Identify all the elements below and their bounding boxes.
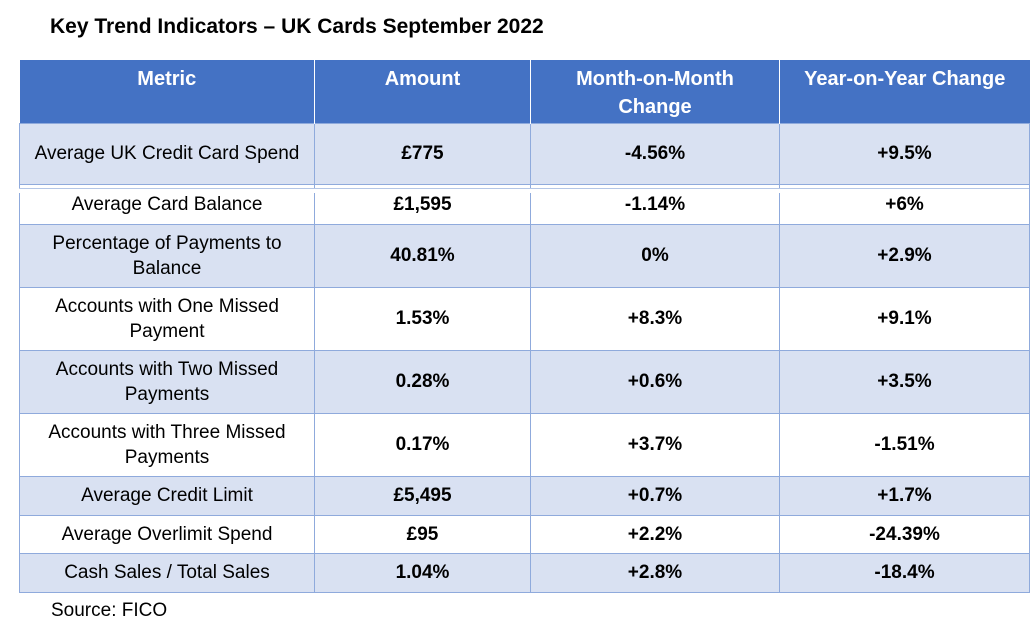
table-row: Accounts with Three Missed Payments 0.17… — [19, 412, 1030, 477]
mom-change-cell: +0.7% — [530, 475, 780, 516]
table-row: Accounts with One Missed Payment 1.53% +… — [19, 286, 1030, 351]
table-row: Cash Sales / Total Sales 1.04% +2.8% -18… — [19, 552, 1030, 593]
amount-cell: 0.28% — [314, 349, 531, 414]
metric-cell: Accounts with Three Missed Payments — [19, 412, 315, 477]
column-header-amount: Amount — [314, 60, 531, 123]
yoy-change-cell: -18.4% — [779, 552, 1030, 593]
page-title: Key Trend Indicators – UK Cards Septembe… — [50, 15, 544, 38]
yoy-change-cell: +2.9% — [779, 223, 1030, 288]
mom-change-cell: +0.6% — [530, 349, 780, 414]
metric-cell: Percentage of Payments to Balance — [19, 223, 315, 288]
column-header-month-on-month: Month-on-Month Change — [530, 60, 780, 123]
yoy-change-cell: +9.1% — [779, 286, 1030, 351]
table-row: Accounts with Two Missed Payments 0.28% … — [19, 349, 1030, 414]
amount-cell: £5,495 — [314, 475, 531, 516]
key-indicators-table-container: Metric Amount Month-on-Month Change Year… — [19, 60, 1030, 593]
yoy-change-cell: +9.5% — [779, 122, 1030, 185]
metric-cell: Accounts with Two Missed Payments — [19, 349, 315, 414]
metric-cell: Average Credit Limit — [19, 475, 315, 516]
mom-change-cell: -4.56% — [530, 122, 780, 185]
amount-cell: 40.81% — [314, 223, 531, 288]
table-row: Average Overlimit Spend £95 +2.2% -24.39… — [19, 514, 1030, 554]
amount-cell: 1.04% — [314, 552, 531, 593]
amount-cell: 1.53% — [314, 286, 531, 351]
yoy-change-cell: +3.5% — [779, 349, 1030, 414]
metric-cell: Cash Sales / Total Sales — [19, 552, 315, 593]
table-row: Average UK Credit Card Spend £775 -4.56%… — [19, 122, 1030, 185]
source-note: Source: FICO — [51, 600, 168, 621]
yoy-change-cell: +1.7% — [779, 475, 1030, 516]
table-header-row: Metric Amount Month-on-Month Change Year… — [19, 60, 1030, 123]
metric-cell: Average Overlimit Spend — [19, 514, 315, 554]
mom-change-cell: +8.3% — [530, 286, 780, 351]
mom-change-cell: +3.7% — [530, 412, 780, 477]
amount-cell: 0.17% — [314, 412, 531, 477]
amount-cell: £775 — [314, 122, 531, 185]
column-header-year-on-year: Year-on-Year Change — [779, 60, 1030, 123]
mom-change-cell: +2.2% — [530, 514, 780, 554]
mom-change-cell: +2.8% — [530, 552, 780, 593]
table-row: Average Credit Limit £5,495 +0.7% +1.7% — [19, 475, 1030, 516]
row-separator-line — [19, 188, 1029, 193]
yoy-change-cell: -1.51% — [779, 412, 1030, 477]
amount-cell: £95 — [314, 514, 531, 554]
column-header-metric: Metric — [19, 60, 315, 123]
key-indicators-table: Metric Amount Month-on-Month Change Year… — [19, 60, 1030, 593]
yoy-change-cell: -24.39% — [779, 514, 1030, 554]
mom-change-cell: 0% — [530, 223, 780, 288]
metric-cell: Accounts with One Missed Payment — [19, 286, 315, 351]
table-row: Percentage of Payments to Balance 40.81%… — [19, 223, 1030, 288]
metric-cell: Average UK Credit Card Spend — [19, 122, 315, 185]
